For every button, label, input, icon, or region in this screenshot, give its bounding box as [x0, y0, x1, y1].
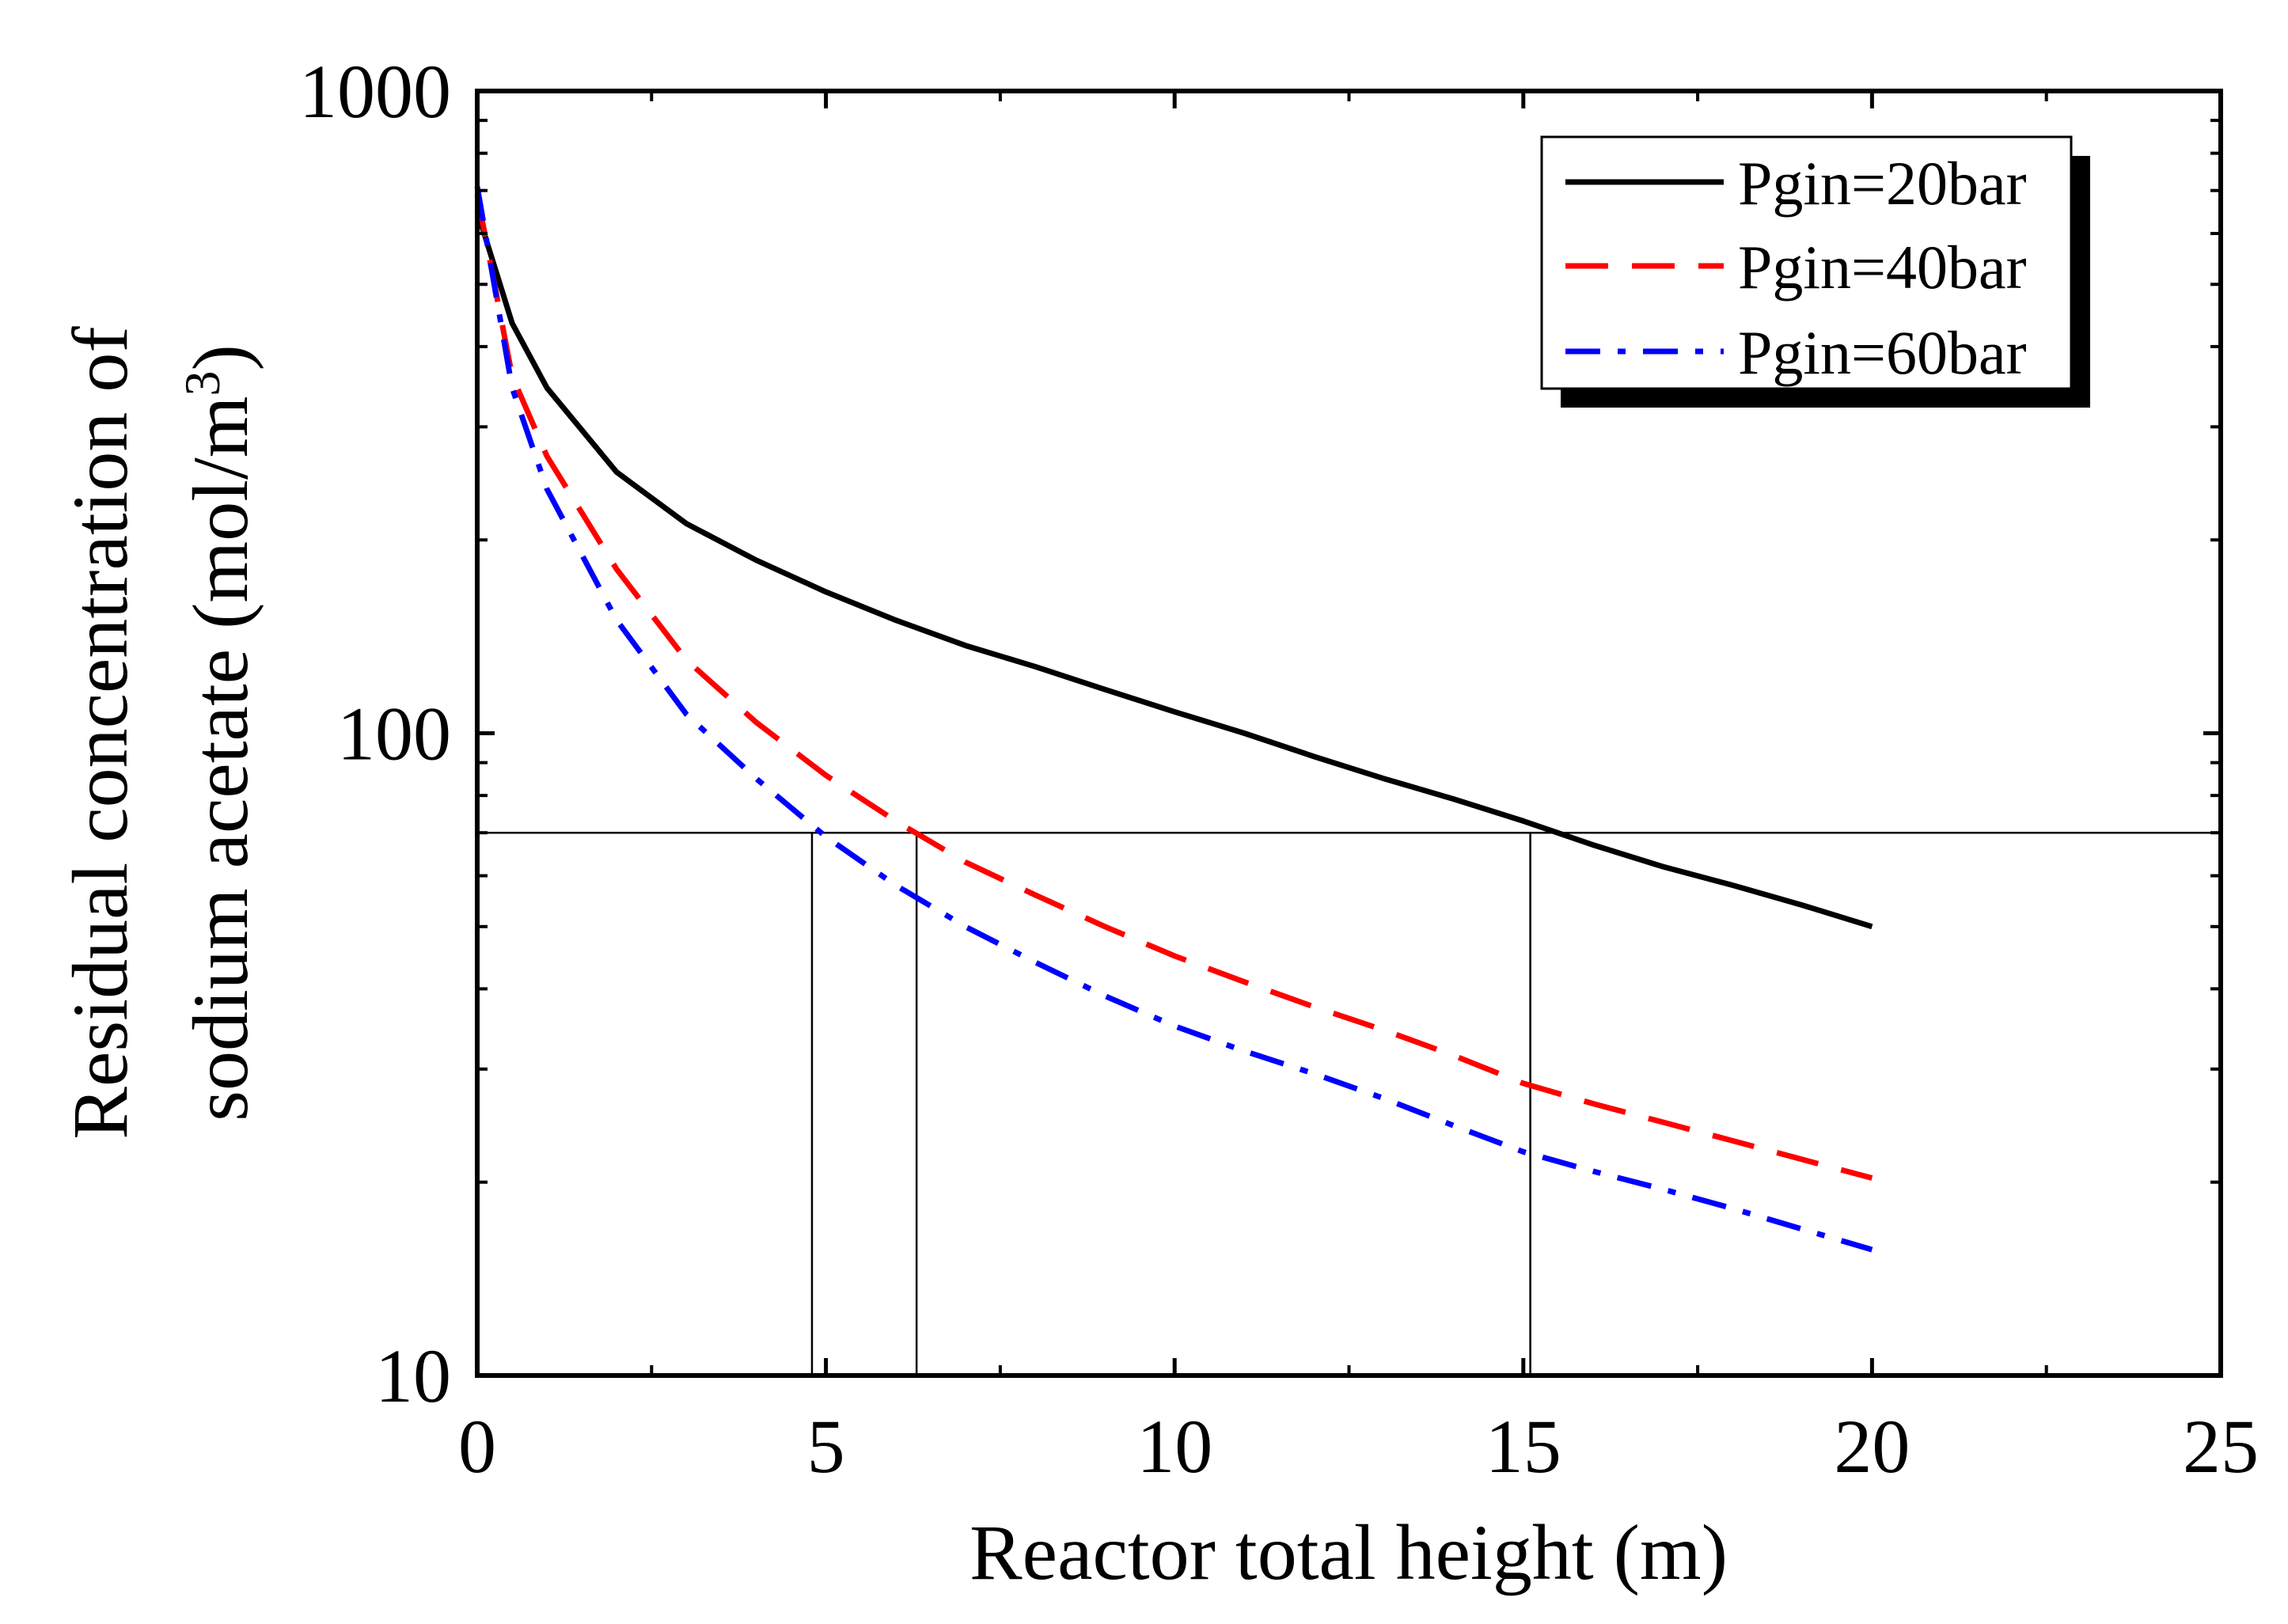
- axis-tick-labels: 0 5 10 15 20 25 10 100 1000: [299, 49, 2259, 1489]
- y-axis-title-line1: Residual concentration of: [56, 326, 144, 1140]
- y-axis-title-superscript: 3: [174, 370, 230, 396]
- legend-label-3: Pgin=60bar: [1738, 318, 2027, 387]
- reference-lines: [477, 831, 2221, 1375]
- legend-label-2: Pgin=40bar: [1738, 233, 2027, 302]
- legend: Pgin=20bar Pgin=40bar Pgin=60bar: [1540, 135, 2090, 408]
- x-tick-label-0: 0: [458, 1404, 496, 1489]
- x-tick-label-3: 15: [1485, 1404, 1561, 1489]
- y-tick-label-2: 1000: [299, 49, 451, 134]
- x-axis-title: Reactor total height (m): [969, 1508, 1728, 1596]
- legend-box: [1540, 135, 2073, 390]
- y-axis-title-line2-end: ): [176, 344, 264, 370]
- x-tick-label-1: 5: [807, 1404, 845, 1489]
- x-tick-label-4: 20: [1834, 1404, 1910, 1489]
- y-tick-label-1: 100: [337, 692, 451, 776]
- x-tick-label-2: 10: [1136, 1404, 1212, 1489]
- y-axis-title-line2: sodium acetate (mol/m3): [174, 344, 265, 1121]
- legend-items: Pgin=20bar Pgin=40bar Pgin=60bar: [1565, 149, 2027, 387]
- x-tick-label-5: 25: [2183, 1404, 2259, 1489]
- y-tick-label-0: 10: [375, 1334, 451, 1418]
- axis-ticks: [475, 89, 2223, 1378]
- series-line-3: [474, 186, 1873, 1253]
- series-lines: [474, 186, 1873, 1253]
- y-axis-title-line2-text: sodium acetate (mol/m: [176, 396, 264, 1121]
- series-line-1: [474, 210, 1873, 930]
- legend-label-1: Pgin=20bar: [1738, 149, 2027, 218]
